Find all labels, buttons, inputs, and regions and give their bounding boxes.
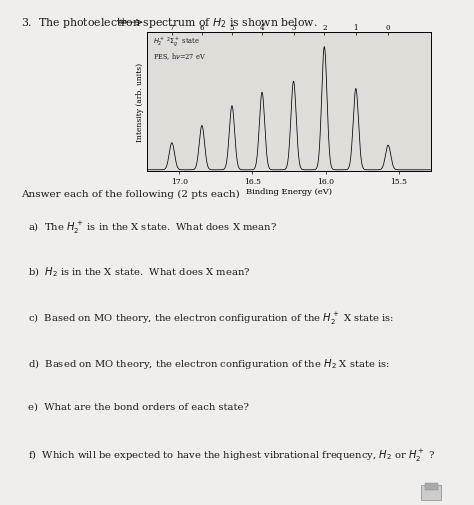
Text: vib: vib	[116, 18, 127, 26]
Text: f)  Which will be expected to have the highest vibrational frequency, $H_2$ or $: f) Which will be expected to have the hi…	[28, 447, 436, 463]
Bar	[421, 485, 441, 500]
Text: 3.  The photoelectron spectrum of $H_2$ is shown below.: 3. The photoelectron spectrum of $H_2$ i…	[21, 16, 318, 30]
Bar	[425, 483, 438, 490]
Text: e)  What are the bond orders of each state?: e) What are the bond orders of each stat…	[28, 401, 249, 411]
Text: PES, h$\nu$=27 eV: PES, h$\nu$=27 eV	[153, 51, 206, 62]
Text: c)  Based on MO theory, the electron configuration of the $H_2^+$ X state is:: c) Based on MO theory, the electron conf…	[28, 311, 395, 327]
X-axis label: Binding Energy (eV): Binding Energy (eV)	[246, 188, 332, 196]
Text: $H_2^+$ $^2\Sigma_g^+$ state: $H_2^+$ $^2\Sigma_g^+$ state	[153, 35, 200, 50]
Text: a)  The $H_2^+$ is in the X state.  What does X mean?: a) The $H_2^+$ is in the X state. What d…	[28, 220, 278, 236]
Text: d)  Based on MO theory, the electron configuration of the $H_2$ X state is:: d) Based on MO theory, the electron conf…	[28, 356, 391, 370]
Text: b)  $H_2$ is in the X state.  What does X mean?: b) $H_2$ is in the X state. What does X …	[28, 265, 251, 279]
Y-axis label: Intensity (arb. units): Intensity (arb. units)	[136, 63, 144, 142]
Text: Answer each of the following (2 pts each): Answer each of the following (2 pts each…	[21, 189, 240, 198]
